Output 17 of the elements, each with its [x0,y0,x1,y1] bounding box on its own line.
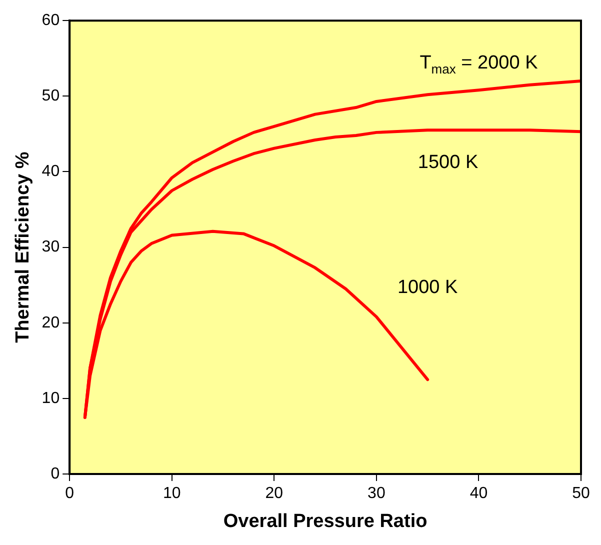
y-tick-label: 0 [50,465,60,482]
x-tick-label: 20 [265,485,284,502]
y-tick-label: 20 [42,314,60,332]
x-tick-label: 30 [368,485,386,502]
x-axis-title: Overall Pressure Ratio [223,510,428,532]
y-tick-label: 30 [42,238,60,256]
x-tick-label: 50 [572,485,590,502]
y-axis-title: Thermal Efficiency % [12,152,34,343]
annotation: 1500 K [418,152,478,174]
x-tick-label: 10 [162,485,181,502]
annotation: 1000 K [397,276,458,298]
x-tick-label: 0 [65,485,74,502]
y-tick-label: 10 [42,390,60,407]
y-tick-label: 60 [42,12,60,30]
x-tick-label: 40 [470,485,488,502]
y-tick-label: 50 [42,88,60,105]
y-tick-label: 40 [42,163,60,180]
